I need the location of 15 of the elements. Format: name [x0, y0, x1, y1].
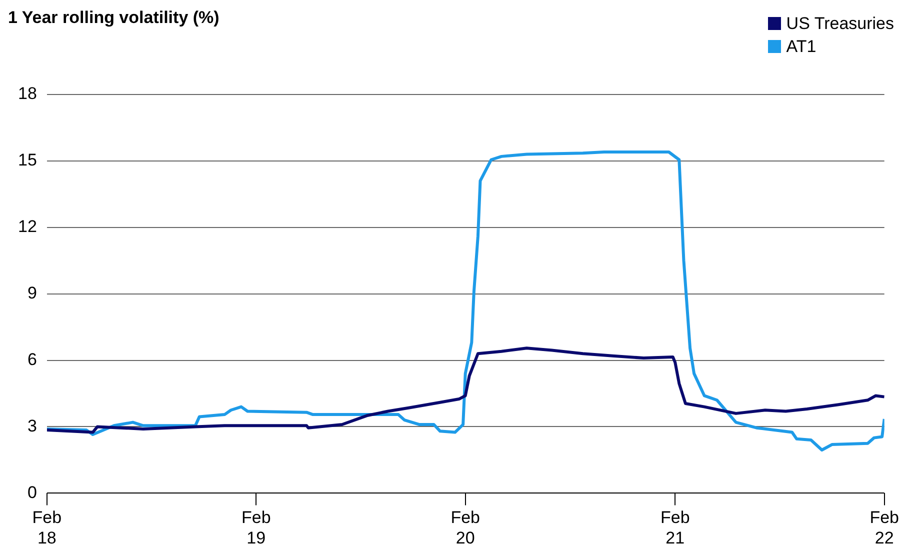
x-tick-label: Feb 19	[241, 508, 271, 548]
x-tick-label: Feb 22	[870, 508, 899, 548]
y-tick-label: 0	[27, 482, 37, 502]
x-tick-label: Feb 20	[450, 508, 480, 548]
y-tick-label: 18	[18, 84, 37, 104]
y-tick-label: 12	[18, 217, 37, 236]
chart-title: 1 Year rolling volatility (%)	[8, 8, 220, 27]
y-tick-label: 9	[27, 283, 37, 302]
legend-label: US Treasuries	[786, 13, 894, 35]
y-tick-label: 3	[27, 416, 37, 436]
y-tick-label: 6	[27, 350, 37, 369]
x-tick-label: Feb 21	[660, 508, 690, 548]
y-tick-label: 15	[18, 150, 37, 170]
legend-label: AT1	[786, 36, 816, 58]
x-tick-label: Feb 18	[32, 508, 62, 548]
